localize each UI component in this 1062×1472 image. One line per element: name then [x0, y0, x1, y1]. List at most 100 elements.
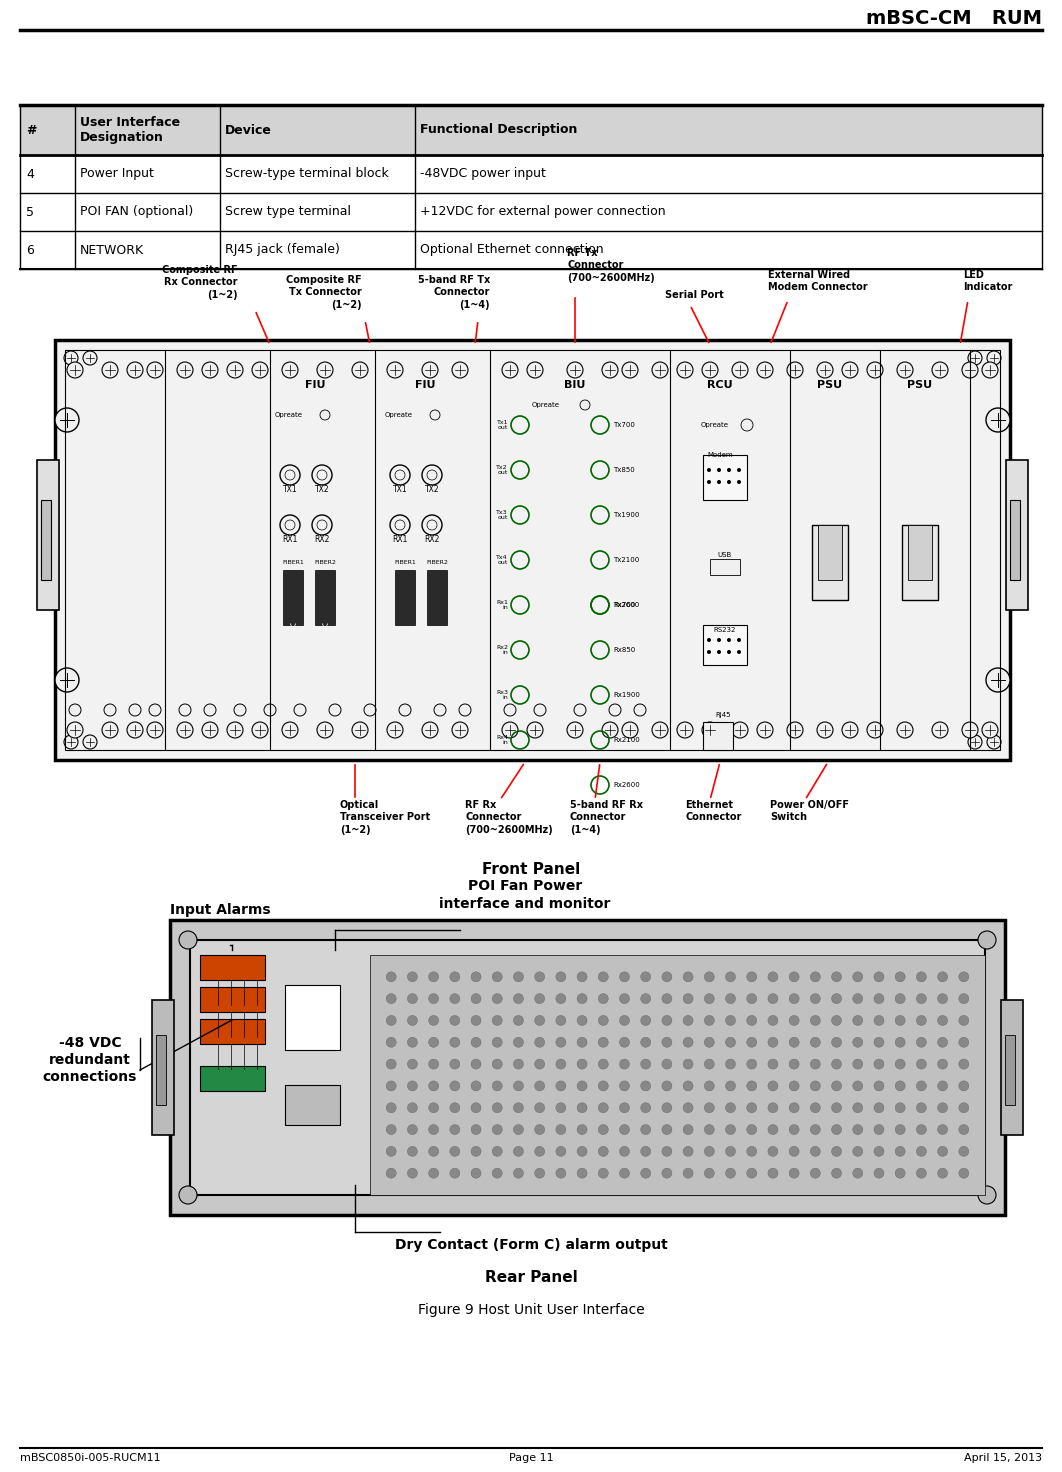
Text: Tx1900: Tx1900 — [613, 512, 639, 518]
Circle shape — [429, 1103, 439, 1113]
Circle shape — [662, 972, 672, 982]
Circle shape — [725, 972, 736, 982]
Circle shape — [895, 1103, 905, 1113]
Circle shape — [683, 994, 693, 1004]
Circle shape — [683, 1038, 693, 1047]
Text: FIU: FIU — [415, 380, 435, 390]
Circle shape — [683, 972, 693, 982]
Circle shape — [810, 1125, 820, 1135]
Circle shape — [408, 1038, 417, 1047]
Text: Modem: Modem — [707, 452, 733, 458]
Circle shape — [704, 1080, 715, 1091]
Circle shape — [472, 1058, 481, 1069]
Circle shape — [493, 1103, 502, 1113]
Circle shape — [450, 1103, 460, 1113]
Text: 4: 4 — [25, 168, 34, 181]
Circle shape — [959, 1016, 969, 1026]
Text: RF Tx
Connector
(700~2600MHz): RF Tx Connector (700~2600MHz) — [567, 247, 655, 283]
Text: Tx2
out: Tx2 out — [496, 465, 508, 475]
Circle shape — [129, 704, 141, 715]
Bar — [315, 570, 335, 626]
Circle shape — [202, 362, 218, 378]
Circle shape — [853, 972, 862, 982]
Circle shape — [127, 362, 143, 378]
Circle shape — [747, 1125, 757, 1135]
Circle shape — [429, 1169, 439, 1178]
Circle shape — [567, 721, 583, 737]
Text: RJ45: RJ45 — [715, 712, 731, 718]
Circle shape — [580, 400, 590, 411]
Circle shape — [725, 1125, 736, 1135]
Circle shape — [917, 1125, 926, 1135]
Circle shape — [768, 972, 778, 982]
Circle shape — [450, 1147, 460, 1157]
Circle shape — [408, 972, 417, 982]
Circle shape — [737, 468, 741, 473]
Circle shape — [676, 362, 693, 378]
Text: Functional Description: Functional Description — [419, 124, 578, 137]
Circle shape — [874, 1103, 884, 1113]
Circle shape — [853, 1103, 862, 1113]
Text: FIBER2: FIBER2 — [314, 559, 336, 565]
Circle shape — [434, 704, 446, 715]
Circle shape — [534, 1058, 545, 1069]
Circle shape — [789, 1058, 799, 1069]
Circle shape — [853, 1169, 862, 1178]
Circle shape — [264, 704, 276, 715]
Circle shape — [430, 411, 440, 420]
Circle shape — [640, 1169, 651, 1178]
Circle shape — [932, 721, 948, 737]
Bar — [200, 988, 266, 1013]
Circle shape — [938, 994, 947, 1004]
Circle shape — [725, 1080, 736, 1091]
Circle shape — [352, 362, 369, 378]
Circle shape — [640, 1125, 651, 1135]
Circle shape — [102, 362, 118, 378]
Circle shape — [897, 721, 913, 737]
Text: PSU: PSU — [907, 380, 932, 390]
Circle shape — [387, 994, 396, 1004]
Circle shape — [874, 1125, 884, 1135]
Circle shape — [102, 721, 118, 737]
Circle shape — [897, 362, 913, 378]
Circle shape — [104, 704, 116, 715]
Circle shape — [842, 362, 858, 378]
Circle shape — [422, 721, 438, 737]
Circle shape — [704, 1016, 715, 1026]
Circle shape — [67, 721, 83, 737]
Bar — [395, 570, 415, 626]
Circle shape — [493, 994, 502, 1004]
Bar — [282, 570, 303, 626]
Text: Tx3
out: Tx3 out — [496, 509, 508, 520]
Circle shape — [577, 1058, 587, 1069]
Circle shape — [619, 1103, 630, 1113]
Circle shape — [747, 1147, 757, 1157]
Circle shape — [917, 1147, 926, 1157]
Circle shape — [513, 1058, 524, 1069]
Circle shape — [387, 1038, 396, 1047]
Circle shape — [577, 994, 587, 1004]
Circle shape — [967, 735, 982, 749]
Text: mBSC0850i-005-RUCM11: mBSC0850i-005-RUCM11 — [20, 1453, 160, 1463]
Circle shape — [602, 362, 618, 378]
Bar — [908, 526, 932, 580]
Circle shape — [450, 1125, 460, 1135]
Text: Opreate: Opreate — [275, 412, 303, 418]
Circle shape — [867, 721, 883, 737]
Circle shape — [978, 930, 996, 949]
Text: Input Alarms: Input Alarms — [170, 902, 271, 917]
Text: RF Rx
Connector
(700~2600MHz): RF Rx Connector (700~2600MHz) — [465, 799, 552, 835]
Circle shape — [895, 1080, 905, 1091]
Circle shape — [555, 1058, 566, 1069]
Circle shape — [577, 972, 587, 982]
Circle shape — [662, 1125, 672, 1135]
Text: RJ45 jack (female): RJ45 jack (female) — [225, 243, 340, 256]
Text: +12VDC for external power connection: +12VDC for external power connection — [419, 206, 666, 218]
Circle shape — [895, 1147, 905, 1157]
Circle shape — [727, 468, 731, 473]
Text: Screw-type terminal block: Screw-type terminal block — [225, 168, 389, 181]
Circle shape — [962, 362, 978, 378]
Circle shape — [683, 1169, 693, 1178]
Circle shape — [513, 1080, 524, 1091]
Circle shape — [387, 1169, 396, 1178]
